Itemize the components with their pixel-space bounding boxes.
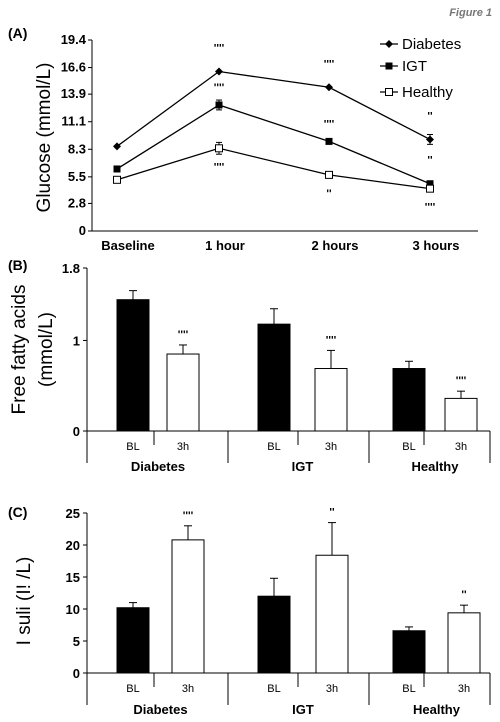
- bar-label: 3h: [458, 683, 470, 695]
- bar-label: BL: [126, 683, 139, 695]
- legend-label: Diabetes: [402, 36, 461, 53]
- significance-mark: '': [461, 589, 467, 601]
- data-point-igt: [215, 101, 223, 109]
- series-line-diabetes: [116, 70, 431, 147]
- panel-b-ffa-chart: (B) 0 1 1.8 BL '''' 3h Diabetes BL '''' 3h IGT BL '''…: [8, 257, 491, 474]
- bar-label: 3h: [326, 683, 338, 695]
- significance-mark: '''': [425, 202, 436, 214]
- group-label: Healthy: [412, 459, 460, 474]
- significance-mark: '''': [456, 375, 467, 387]
- series-line-healthy: [116, 147, 431, 190]
- y-tick-label: 1.8: [62, 261, 80, 276]
- y-tick-label: 0: [79, 223, 86, 238]
- panel-label: (A): [8, 25, 27, 41]
- bar-3h: [171, 539, 205, 674]
- significance-mark: '''': [183, 510, 194, 522]
- bar-3h: [166, 353, 200, 432]
- x-tick-label: Baseline: [101, 238, 154, 253]
- bar-3h: [447, 612, 481, 674]
- significance-mark: '''': [324, 118, 335, 130]
- bar-baseline: [392, 630, 426, 674]
- bar-label: 3h: [182, 683, 194, 695]
- significance-mark: '''': [178, 329, 189, 341]
- bar-baseline: [116, 299, 150, 432]
- y-tick-label: 5: [73, 634, 80, 649]
- y-axis-label: Glucose (mmol/L): [34, 63, 55, 213]
- x-tick-label: 1 hour: [205, 238, 245, 253]
- significance-mark: '': [329, 507, 335, 519]
- data-point-diabetes: [113, 142, 121, 151]
- panel-a-glucose-chart: (A) 0 2.8 5.5 8.3 11.1 13.9 16.6 19.4 Baseline 1 h…: [8, 25, 478, 253]
- group-label: Healthy: [413, 702, 461, 717]
- y-tick-label: 19.4: [61, 32, 87, 47]
- bar-3h: [315, 554, 349, 674]
- panel-label: (C): [8, 504, 27, 520]
- significance-mark: '''': [214, 82, 225, 94]
- y-tick-label: 0: [73, 424, 80, 439]
- y-tick-label: 15: [66, 570, 80, 585]
- panel-c-insulin-chart: (C) 0 5 10 15 20 25 BL '''' 3h Diabetes BL '' 3h IGT BL…: [8, 504, 491, 717]
- data-point-healthy: [215, 144, 223, 153]
- x-tick-label: 3 hours: [413, 238, 460, 253]
- bar-3h: [444, 397, 478, 432]
- legend-marker: [385, 88, 393, 96]
- y-tick-label: 11.1: [61, 114, 86, 129]
- significance-mark: '''': [324, 58, 335, 70]
- group-label: Diabetes: [133, 702, 187, 717]
- bar-label: 3h: [177, 441, 189, 453]
- bar-label: BL: [267, 683, 280, 695]
- bar-baseline: [116, 607, 150, 674]
- legend-marker: [385, 40, 393, 48]
- data-point-healthy: [113, 175, 121, 184]
- figure-label: Figure 1: [449, 7, 492, 19]
- bar-label: 3h: [325, 441, 337, 453]
- y-axis-label-units: (mmol/L): [36, 312, 57, 387]
- bar-label: BL: [402, 683, 415, 695]
- group-label: IGT: [292, 459, 314, 474]
- bar-baseline: [257, 595, 291, 674]
- bar-label: BL: [402, 441, 415, 453]
- data-point-diabetes: [426, 135, 434, 144]
- data-point-igt: [426, 180, 434, 188]
- significance-mark: '': [427, 110, 433, 122]
- group-label: IGT: [292, 702, 314, 717]
- y-tick-label: 16.6: [61, 60, 86, 75]
- legend-label: IGT: [402, 58, 427, 75]
- y-tick-label: 0: [73, 666, 80, 681]
- significance-mark: '''': [214, 161, 225, 173]
- bar-3h: [314, 368, 348, 432]
- panel-label: (B): [8, 257, 27, 273]
- bar-baseline: [392, 368, 426, 432]
- y-tick-label: 2.8: [68, 195, 86, 210]
- significance-mark: '': [427, 155, 433, 167]
- data-point-igt: [113, 165, 121, 173]
- x-tick-label: 2 hours: [312, 238, 359, 253]
- series-line-igt: [116, 104, 431, 185]
- data-point-diabetes: [325, 83, 333, 92]
- bar-label: BL: [267, 441, 280, 453]
- bar-label: BL: [126, 441, 139, 453]
- y-tick-label: 8.3: [68, 141, 86, 156]
- significance-mark: '''': [214, 43, 225, 55]
- data-point-igt: [325, 137, 333, 145]
- legend-label: Healthy: [402, 84, 453, 101]
- data-point-healthy: [426, 184, 434, 193]
- data-point-diabetes: [215, 67, 223, 76]
- legend-marker: [385, 62, 393, 70]
- significance-mark: '': [326, 188, 332, 200]
- y-tick-label: 1: [73, 333, 80, 348]
- y-tick-label: 5.5: [68, 169, 86, 184]
- y-axis-label: I suli (I! /L): [14, 557, 35, 646]
- bar-label: 3h: [455, 441, 467, 453]
- y-tick-label: 13.9: [61, 86, 86, 101]
- y-tick-label: 20: [66, 538, 80, 553]
- group-label: Diabetes: [131, 459, 185, 474]
- y-axis-label: Free fatty acids: [9, 285, 30, 415]
- data-point-healthy: [325, 170, 333, 179]
- bar-baseline: [257, 323, 291, 432]
- significance-mark: '''': [326, 334, 337, 346]
- y-tick-label: 10: [66, 602, 80, 617]
- y-tick-label: 25: [66, 506, 80, 521]
